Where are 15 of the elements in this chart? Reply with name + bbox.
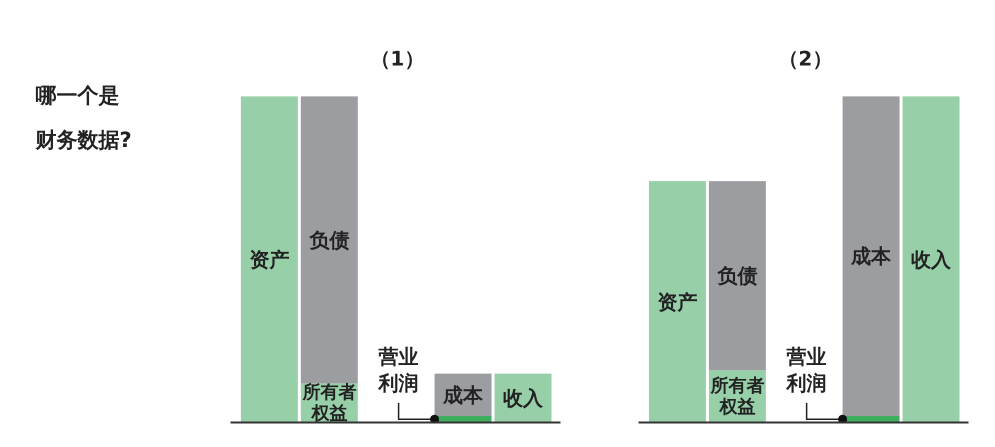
series-label: 资产 xyxy=(657,290,698,314)
series-label: 负债 xyxy=(716,264,758,288)
series-label: 收入 xyxy=(503,386,544,410)
chart-title: （1） xyxy=(370,46,424,70)
chart-title: （2） xyxy=(778,46,832,70)
series-label: 营业利润 xyxy=(378,344,419,395)
series-label: 成本 xyxy=(442,382,484,407)
text: 哪一个是财务数据? xyxy=(34,84,132,152)
series-label: 成本 xyxy=(850,244,892,268)
series-label: 资产 xyxy=(249,247,290,272)
series-label: 所有者权益 xyxy=(709,375,764,418)
series-label: 收入 xyxy=(911,247,952,272)
series-label: 负债 xyxy=(308,228,350,252)
series-label: 营业利润 xyxy=(786,344,827,395)
series-label: 所有者权益 xyxy=(301,382,356,424)
